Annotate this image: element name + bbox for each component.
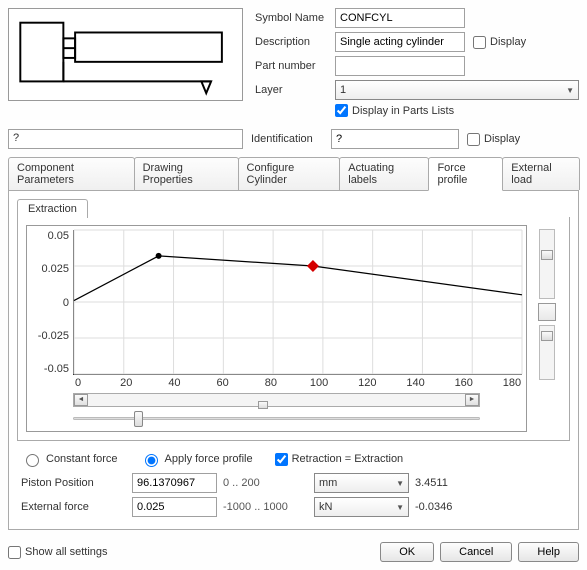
description-input[interactable] xyxy=(335,32,465,52)
identification-label: Identification xyxy=(251,133,323,145)
tab-configure-cylinder[interactable]: Configure Cylinder xyxy=(238,157,341,190)
layer-label: Layer xyxy=(255,84,327,96)
display-parts-check[interactable] xyxy=(335,104,348,117)
x-axis-labels: 020406080100120140160180 xyxy=(73,375,522,389)
vertical-slider-1[interactable] xyxy=(539,229,555,299)
id-left-input[interactable]: ? xyxy=(8,129,243,149)
chevron-down-icon: ▼ xyxy=(396,479,404,488)
vertical-controls xyxy=(533,225,561,432)
display-checkbox-2[interactable]: Display xyxy=(467,133,520,146)
display-parts-checkbox[interactable]: Display in Parts Lists xyxy=(335,104,454,117)
subtab-extraction[interactable]: Extraction xyxy=(17,199,88,218)
display-label-2: Display xyxy=(484,133,520,145)
scroll-thumb[interactable] xyxy=(258,401,268,409)
chevron-down-icon: ▼ xyxy=(396,503,404,512)
horizontal-scrollbar[interactable]: ◄ ► xyxy=(73,393,480,407)
horizontal-slider[interactable] xyxy=(73,411,480,427)
tab-bar: Component Parameters Drawing Properties … xyxy=(8,157,579,191)
help-button[interactable]: Help xyxy=(518,542,579,562)
piston-position-label: Piston Position xyxy=(21,477,126,489)
force-unit-dropdown[interactable]: kN▼ xyxy=(314,497,409,517)
layer-dropdown[interactable]: 1 ▼ xyxy=(335,80,579,100)
part-number-label: Part number xyxy=(255,60,327,72)
piston-unit-dropdown[interactable]: mm▼ xyxy=(314,473,409,493)
external-force-input[interactable] xyxy=(132,497,217,517)
chart-plot[interactable] xyxy=(73,230,522,375)
layer-value: 1 xyxy=(340,84,346,96)
y-axis-labels: 0.050.0250-0.025-0.05 xyxy=(31,230,73,375)
chevron-down-icon: ▼ xyxy=(566,86,574,95)
scroll-right-button[interactable]: ► xyxy=(465,394,479,406)
piston-range: 0 .. 200 xyxy=(223,477,308,489)
symbol-name-input[interactable] xyxy=(335,8,465,28)
identification-input[interactable] xyxy=(331,129,459,149)
piston-end-value: 3.4511 xyxy=(415,477,475,489)
tab-component-parameters[interactable]: Component Parameters xyxy=(8,157,135,190)
symbol-name-label: Symbol Name xyxy=(255,12,327,24)
tab-actuating-labels[interactable]: Actuating labels xyxy=(339,157,429,190)
vertical-slider-2[interactable] xyxy=(539,325,555,380)
tab-external-load[interactable]: External load xyxy=(502,157,580,190)
tab-force-profile[interactable]: Force profile xyxy=(428,157,503,191)
display-label-1: Display xyxy=(490,36,526,48)
force-range: -1000 .. 1000 xyxy=(223,501,308,513)
tab-content: Extraction 0.050.0250-0.025-0.05 0204060… xyxy=(8,191,579,530)
part-number-input[interactable] xyxy=(335,56,465,76)
retraction-checkbox[interactable]: Retraction = Extraction xyxy=(275,453,404,466)
display-check-2[interactable] xyxy=(467,133,480,146)
cancel-button[interactable]: Cancel xyxy=(440,542,512,562)
vertical-box[interactable] xyxy=(538,303,556,321)
apply-profile-radio[interactable]: Apply force profile xyxy=(140,451,253,467)
display-checkbox-1[interactable]: Display xyxy=(473,36,526,49)
slider-thumb[interactable] xyxy=(134,411,143,427)
piston-position-input[interactable] xyxy=(132,473,217,493)
description-label: Description xyxy=(255,36,327,48)
constant-force-radio[interactable]: Constant force xyxy=(21,451,118,467)
scroll-left-button[interactable]: ◄ xyxy=(74,394,88,406)
display-parts-label: Display in Parts Lists xyxy=(352,105,454,117)
chart-box: 0.050.0250-0.025-0.05 020406080100120140… xyxy=(26,225,527,432)
symbol-preview xyxy=(8,8,243,101)
force-end-value: -0.0346 xyxy=(415,501,475,513)
tab-drawing-properties[interactable]: Drawing Properties xyxy=(134,157,239,190)
external-force-label: External force xyxy=(21,501,126,513)
ok-button[interactable]: OK xyxy=(380,542,434,562)
show-all-settings-checkbox[interactable]: Show all settings xyxy=(8,546,108,559)
display-check-1[interactable] xyxy=(473,36,486,49)
